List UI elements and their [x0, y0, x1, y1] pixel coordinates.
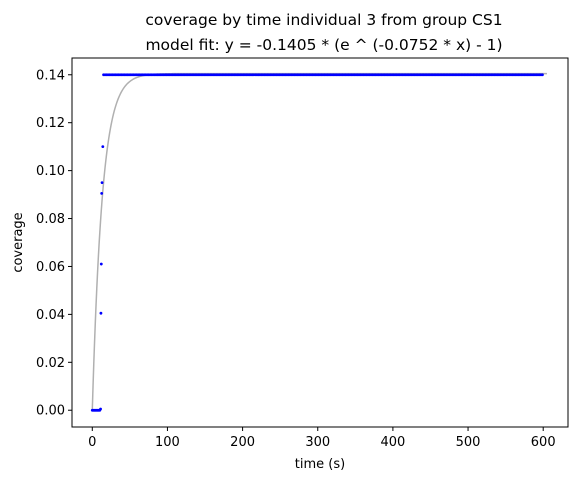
x-tick-label: 500 — [456, 435, 481, 450]
y-axis-ticks: 0.00 0.02 0.04 0.06 0.08 0.10 0.12 0.14 — [36, 68, 72, 419]
x-tick-label: 400 — [380, 435, 405, 450]
data-point — [101, 145, 105, 149]
x-tick-label: 600 — [531, 435, 556, 450]
y-tick-label: 0.10 — [36, 164, 65, 179]
plot-area — [72, 58, 568, 427]
data-point — [99, 262, 103, 266]
y-tick-label: 0.02 — [36, 356, 65, 371]
x-tick-label: 100 — [155, 435, 180, 450]
data-point — [99, 407, 102, 411]
points-layer — [90, 73, 544, 412]
y-tick-label: 0.06 — [36, 260, 65, 275]
y-axis-label: coverage — [11, 212, 26, 272]
data-point — [100, 181, 104, 185]
data-point — [541, 73, 544, 77]
y-tick-label: 0.14 — [36, 68, 65, 83]
x-axis-ticks: 0 100 200 300 400 500 600 — [88, 427, 556, 450]
y-tick-label: 0.12 — [36, 116, 65, 131]
chart-title: coverage by time individual 3 from group… — [145, 11, 502, 29]
y-tick-label: 0.00 — [36, 404, 65, 419]
x-axis-label: time (s) — [295, 457, 345, 472]
chart-subtitle: model fit: y = -0.1405 * (e ^ (-0.0752 *… — [145, 36, 502, 54]
y-tick-label: 0.04 — [36, 308, 65, 323]
x-tick-label: 200 — [230, 435, 255, 450]
data-point — [100, 191, 104, 195]
x-tick-label: 300 — [305, 435, 330, 450]
plot-frame — [71, 57, 569, 428]
y-tick-label: 0.08 — [36, 212, 65, 227]
x-tick-label: 0 — [88, 435, 96, 450]
data-point — [99, 311, 103, 315]
